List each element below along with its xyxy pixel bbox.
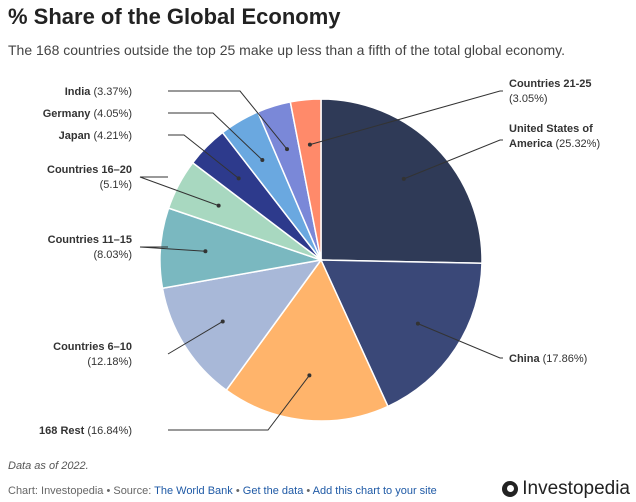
slice-label: United States of America (25.32%) bbox=[509, 123, 600, 150]
slice-label: Countries 11–15 (8.03%) bbox=[48, 234, 132, 261]
slice-label: China (17.86%) bbox=[509, 353, 587, 365]
leader-dot bbox=[216, 203, 221, 208]
get-data-link[interactable]: Get the data bbox=[242, 485, 304, 497]
leader-line bbox=[168, 112, 263, 161]
leader-dot bbox=[285, 147, 290, 152]
slice-label: India (3.37%) bbox=[65, 86, 132, 98]
pie-slice[interactable] bbox=[320, 98, 483, 264]
leader-dot bbox=[203, 249, 208, 254]
source-link[interactable]: The World Bank bbox=[154, 485, 233, 497]
slice-label: Germany (4.05%) bbox=[43, 108, 132, 120]
footer-sep-1: • bbox=[232, 485, 243, 497]
pie-slice[interactable] bbox=[289, 98, 322, 261]
slice-label: Countries 16–20 (5.1%) bbox=[47, 164, 132, 191]
leader-line bbox=[168, 375, 310, 431]
leader-line bbox=[168, 90, 288, 150]
pie-chart: United States of America (25.32%) China (1… bbox=[39, 78, 600, 437]
leader-dot bbox=[415, 321, 420, 326]
leader-dot bbox=[307, 142, 312, 147]
leader-dot bbox=[260, 158, 265, 163]
slice-label: Japan (4.21%) bbox=[59, 130, 132, 142]
footer-prefix: Chart: Investopedia • Source: bbox=[8, 485, 155, 497]
pie-slice[interactable] bbox=[161, 258, 323, 392]
leader-line bbox=[403, 139, 503, 180]
footer-sep-2: • bbox=[303, 485, 313, 497]
leader-line bbox=[168, 134, 239, 179]
leader-dot bbox=[236, 176, 241, 181]
pie-slice[interactable] bbox=[319, 259, 483, 408]
brand-logo[interactable]: Investopedia bbox=[502, 478, 630, 500]
slice-label: 168 Rest (16.84%) bbox=[39, 425, 132, 437]
leader-dot bbox=[220, 319, 225, 324]
pie-slice[interactable] bbox=[225, 258, 389, 422]
leader-line bbox=[417, 323, 503, 359]
leader-line bbox=[167, 321, 223, 355]
slice-label: Countries 21-25 (3.05%) bbox=[509, 78, 592, 105]
add-chart-link[interactable]: Add this chart to your site bbox=[312, 485, 437, 497]
leader-dot bbox=[307, 373, 312, 378]
chart-footer: Chart: Investopedia • Source: The World … bbox=[8, 485, 437, 497]
brand-name: Investopedia bbox=[522, 478, 630, 499]
slice-label: Countries 6–10 (12.18%) bbox=[53, 341, 132, 368]
chart-title: % Share of the Global Economy bbox=[8, 4, 341, 29]
data-note: Data as of 2022. bbox=[8, 460, 89, 472]
brand-icon bbox=[502, 481, 519, 497]
leader-dot bbox=[401, 176, 406, 181]
leader-line bbox=[139, 246, 206, 252]
chart-subtitle: The 168 countries outside the top 25 mak… bbox=[8, 42, 565, 58]
leader-line bbox=[139, 176, 219, 207]
leader-line bbox=[309, 90, 503, 146]
